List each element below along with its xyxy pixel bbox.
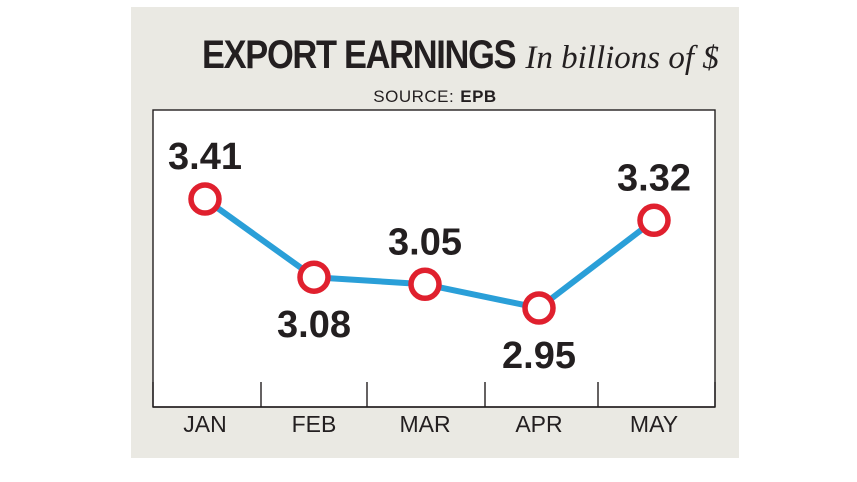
- data-point-marker: [297, 260, 331, 294]
- line-chart: 3.41 3.08 3.05 2.95 3.32 JAN FEB MAR APR MAY: [152, 109, 716, 437]
- data-label: 3.08: [277, 304, 351, 346]
- x-tick-label: APR: [515, 411, 562, 437]
- source-value: EPB: [460, 87, 497, 106]
- x-tick-label: JAN: [183, 411, 226, 437]
- title-row: EXPORT EARNINGS In billions of $: [131, 33, 739, 78]
- chart-subtitle: In billions of $: [525, 40, 719, 76]
- source-line: SOURCE: EPB: [131, 87, 739, 107]
- data-label: 3.05: [388, 221, 462, 263]
- data-point-marker: [408, 267, 442, 302]
- x-tick-label: FEB: [292, 411, 337, 437]
- x-tick-label: MAR: [399, 411, 450, 437]
- data-point-marker: [637, 203, 671, 238]
- data-label: 2.95: [502, 335, 576, 377]
- data-label: 3.41: [168, 136, 242, 178]
- data-label: 3.32: [617, 157, 691, 199]
- chart-card: EXPORT EARNINGS In billions of $ SOURCE:…: [131, 7, 739, 458]
- plot-area: [152, 109, 716, 408]
- source-label: SOURCE:: [373, 87, 455, 106]
- chart-title: EXPORT EARNINGS: [202, 33, 517, 77]
- data-point-marker: [522, 291, 556, 325]
- x-tick-label: MAY: [630, 411, 678, 437]
- data-point-marker: [188, 182, 222, 216]
